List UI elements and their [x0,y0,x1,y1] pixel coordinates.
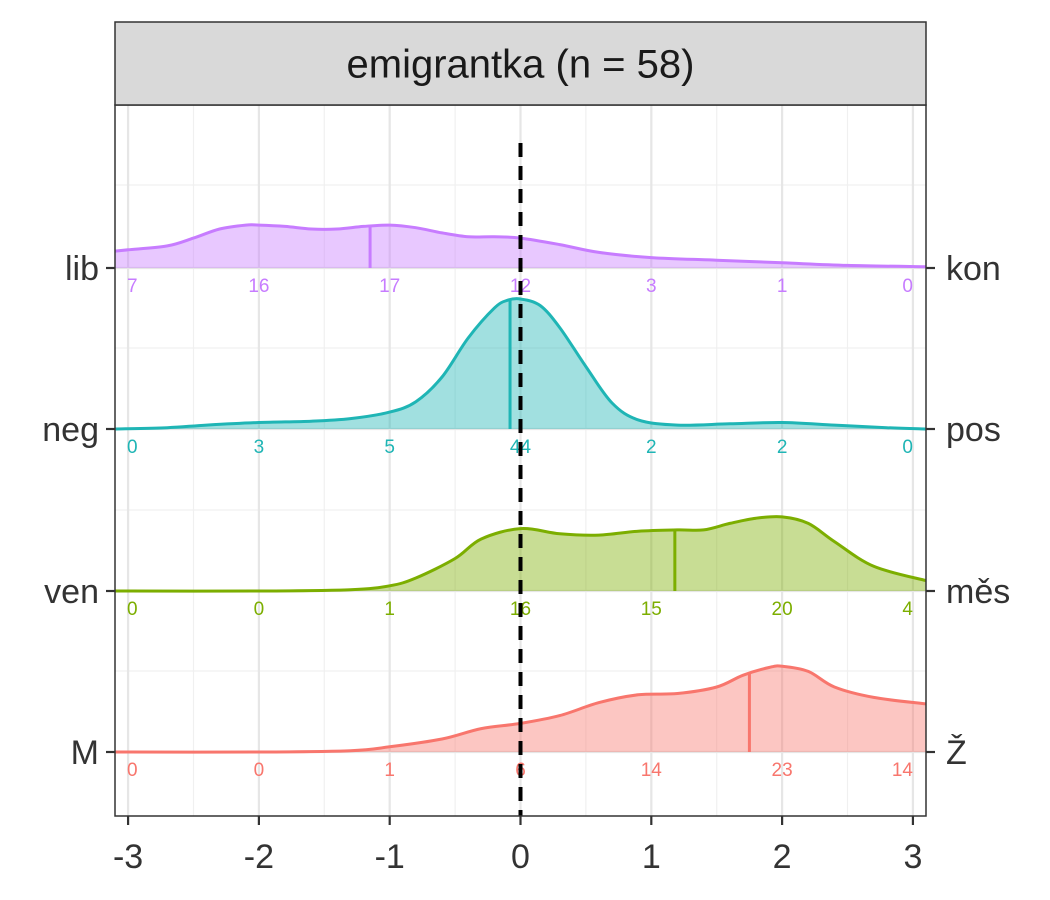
count-label: 0 [127,599,138,620]
facet-title: emigrantka (n = 58) [347,43,695,87]
facet-strip-background [114,21,927,106]
count-label: 1 [384,599,395,620]
count-label: 0 [902,276,913,297]
count-label: 3 [254,437,265,458]
x-tick-label: -2 [244,838,274,876]
count-label: 1 [777,276,788,297]
count-label: 4 [902,599,913,620]
count-label: 15 [641,599,662,620]
count-label: 14 [892,760,914,781]
x-tick-label: 0 [511,838,530,876]
count-label: 14 [641,760,663,781]
density-line [114,223,927,269]
count-label: 2 [646,437,657,458]
y-right-label: kon [946,250,1001,288]
density-line [114,297,927,431]
count-label: 16 [248,276,269,297]
y-axis-right: kon pos měs Ž [926,250,1010,772]
count-label: 3 [646,276,657,297]
y-right-label: pos [946,411,1001,449]
count-label: 5 [384,437,395,458]
count-label: 0 [127,760,138,781]
count-label: 0 [902,437,913,458]
density-area [115,516,926,592]
count-label: 2 [777,437,788,458]
count-label: 0 [127,437,138,458]
y-left-label: lib [65,250,99,288]
y-left-label: M [71,734,99,772]
count-label: 0 [254,760,265,781]
y-left-label: ven [44,573,99,611]
ridge-ven-měs: 0011615204 [114,515,927,620]
count-label: 20 [772,599,793,620]
x-tick-label: 3 [903,838,922,876]
facet-strip: emigrantka (n = 58) [114,21,927,106]
ridge-M-Ž: 0016142314 [114,664,927,781]
y-right-label: Ž [946,734,967,772]
x-tick-label: -3 [113,838,143,876]
x-tick-label: 1 [642,838,661,876]
density-area [115,665,926,753]
y-right-label: měs [946,573,1010,611]
count-label: 0 [254,599,265,620]
density-line [114,664,927,754]
x-tick-label: 2 [773,838,792,876]
count-label: 23 [772,760,793,781]
y-axis-left: lib neg ven M [42,250,115,772]
density-line [114,515,927,593]
count-label: 17 [379,276,400,297]
x-axis: -3 -2 -1 0 1 2 3 [113,816,922,876]
count-label: 7 [127,276,138,297]
count-label: 1 [384,760,395,781]
y-left-label: neg [42,411,99,449]
x-tick-label: -1 [375,838,405,876]
